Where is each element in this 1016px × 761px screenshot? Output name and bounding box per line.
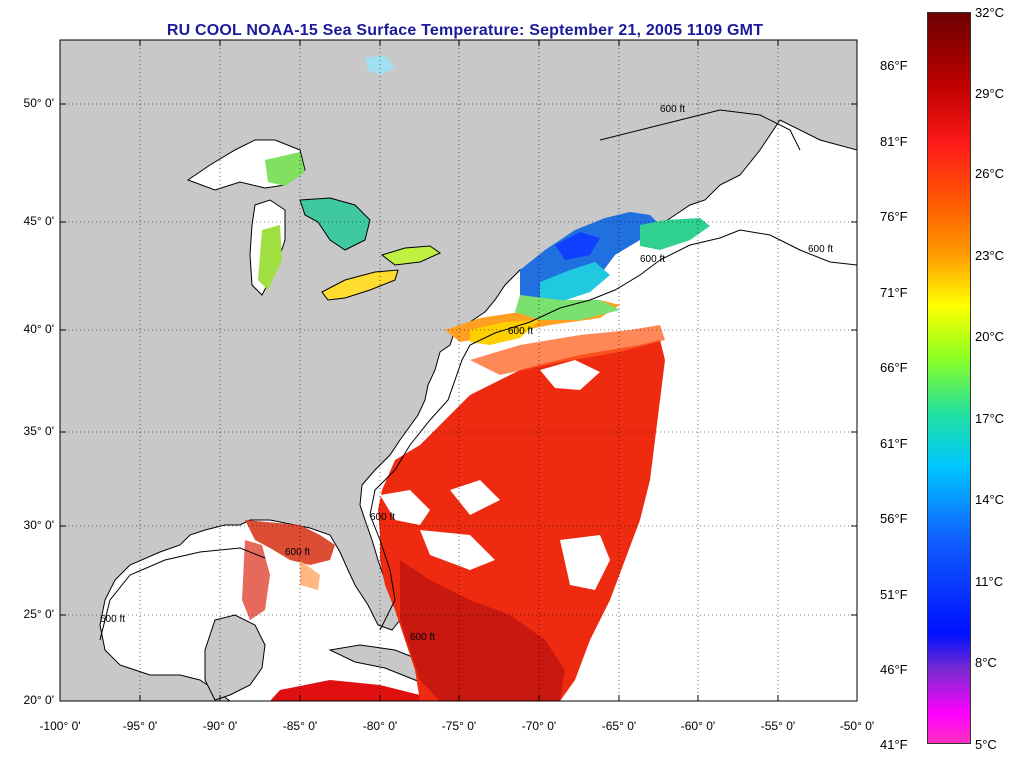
lat-label: 40° 0' xyxy=(23,322,54,336)
lon-label: -65° 0' xyxy=(601,719,637,733)
fahrenheit-label: 41°F xyxy=(880,737,908,752)
lon-label: -100° 0' xyxy=(39,719,81,733)
fahrenheit-label: 76°F xyxy=(880,209,908,224)
lake-erie xyxy=(321,269,399,301)
lake-huron xyxy=(299,197,371,251)
lat-label: 35° 0' xyxy=(23,424,54,438)
lon-label: -75° 0' xyxy=(441,719,477,733)
map-title: RU COOL NOAA-15 Sea Surface Temperature:… xyxy=(166,22,764,39)
celsius-label: 20°C xyxy=(975,329,1005,344)
lon-label: -55° 0' xyxy=(760,719,796,733)
fahrenheit-label: 51°F xyxy=(880,587,908,602)
celsius-label: 32°C xyxy=(975,5,1005,20)
lon-label: -85° 0' xyxy=(282,719,318,733)
contour-label: 600 ft xyxy=(285,547,310,558)
lon-label: -80° 0' xyxy=(362,719,398,733)
fahrenheit-label: 81°F xyxy=(880,134,908,149)
celsius-label: 14°C xyxy=(975,492,1005,507)
lat-label: 25° 0' xyxy=(23,607,54,621)
celsius-label: 5°C xyxy=(975,737,997,752)
lon-label: -70° 0' xyxy=(521,719,557,733)
celsius-label: 26°C xyxy=(975,166,1005,181)
contour-label: 600 ft xyxy=(808,244,833,255)
fahrenheit-label: 56°F xyxy=(880,511,908,526)
celsius-label: 11°C xyxy=(975,574,1004,589)
fahrenheit-label: 71°F xyxy=(880,285,908,300)
celsius-label: 8°C xyxy=(975,655,997,670)
lon-label: -95° 0' xyxy=(122,719,158,733)
fahrenheit-label: 86°F xyxy=(880,58,908,73)
contour-label: 600 ft xyxy=(100,614,125,625)
lon-label: -60° 0' xyxy=(680,719,716,733)
celsius-label: 23°C xyxy=(975,248,1005,263)
contour-label: 600 ft xyxy=(370,512,395,523)
contour-label: 600 ft xyxy=(508,326,533,337)
contour-label: 600 ft xyxy=(410,632,435,643)
celsius-label: 17°C xyxy=(975,411,1005,426)
fahrenheit-label: 61°F xyxy=(880,436,908,451)
lat-label: 50° 0' xyxy=(23,96,54,110)
temperature-colorbar xyxy=(927,12,971,744)
contour-600ft xyxy=(369,229,857,631)
contour-label: 600 ft xyxy=(640,254,665,265)
lat-label: 30° 0' xyxy=(23,518,54,532)
lon-label: -50° 0' xyxy=(839,719,875,733)
contour-label: 600 ft xyxy=(660,104,685,115)
lake-ontario xyxy=(380,245,442,266)
celsius-label: 29°C xyxy=(975,86,1005,101)
fahrenheit-label: 66°F xyxy=(880,360,908,375)
lat-label: 20° 0' xyxy=(23,693,54,707)
lon-label: -90° 0' xyxy=(202,719,238,733)
lat-label: 45° 0' xyxy=(23,214,54,228)
fahrenheit-label: 46°F xyxy=(880,662,908,677)
